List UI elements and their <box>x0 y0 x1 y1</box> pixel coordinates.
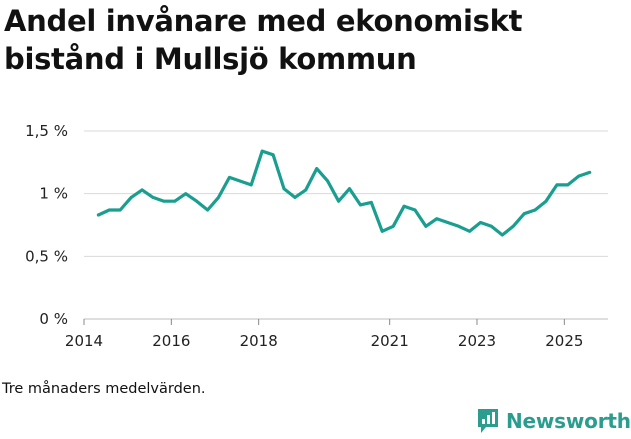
footnote: Tre månaders medelvärden. <box>2 381 206 397</box>
chart-title: Andel invånare med ekonomiskt bistånd i … <box>4 4 523 76</box>
data-point <box>566 183 570 187</box>
data-point <box>228 175 231 179</box>
data-point <box>380 229 384 233</box>
data-point <box>555 183 559 187</box>
data-point <box>129 196 133 199</box>
data-point <box>544 199 548 203</box>
data-point <box>577 174 581 178</box>
brand-name: Newsworthy <box>506 409 631 433</box>
x-tick-label: 2021 <box>371 332 409 350</box>
y-tick-label: 1 % <box>39 185 68 203</box>
data-point <box>206 208 209 212</box>
data-point <box>184 192 188 196</box>
data-point <box>348 187 351 191</box>
x-tick-label: 2018 <box>240 332 278 350</box>
x-tick-label: 2014 <box>65 332 103 350</box>
x-tick-label: 2016 <box>152 332 190 350</box>
data-point <box>424 224 428 228</box>
data-point <box>326 179 330 183</box>
axes: 0 % 0,5 % 1 % 1,5 % 2014 2016 2018 2021 2023 2025 <box>25 122 583 350</box>
y-tick-label: 0,5 % <box>25 247 68 265</box>
data-point <box>151 196 155 199</box>
series <box>96 149 592 237</box>
x-tick-label: 2023 <box>458 332 496 350</box>
data-point <box>588 170 592 174</box>
data-point <box>533 208 537 212</box>
data-point <box>238 179 242 183</box>
data-point <box>500 233 504 237</box>
data-point <box>413 208 417 212</box>
newsworthy-logo[interactable]: Newsworthy <box>476 407 631 435</box>
data-point <box>391 224 395 228</box>
data-point <box>490 224 493 228</box>
data-point <box>522 212 526 216</box>
data-point <box>118 208 122 212</box>
data-point <box>315 167 319 171</box>
data-point <box>162 199 166 203</box>
data-point <box>249 183 253 187</box>
data-point <box>446 221 450 224</box>
data-point <box>511 224 515 228</box>
data-point <box>457 224 461 228</box>
data-point <box>107 208 111 212</box>
data-point <box>468 229 471 233</box>
data-point <box>369 201 373 204</box>
data-point <box>304 188 308 192</box>
data-point <box>260 149 264 153</box>
data-point <box>97 213 100 217</box>
data-point <box>479 221 482 224</box>
data-point <box>217 196 220 199</box>
data-point <box>140 188 144 192</box>
y-tick-label: 0 % <box>39 310 68 328</box>
data-point <box>435 217 439 221</box>
data-point <box>337 199 340 203</box>
data-point <box>402 204 406 208</box>
y-tick-label: 1,5 % <box>25 122 68 140</box>
data-point <box>282 187 286 191</box>
bar-chart-icon <box>478 409 498 433</box>
data-point <box>271 153 275 157</box>
data-point <box>293 196 297 199</box>
series-line <box>96 149 592 237</box>
data-point <box>195 199 199 203</box>
gridlines <box>84 130 608 320</box>
x-tick-label: 2025 <box>545 332 583 350</box>
data-point <box>359 203 362 207</box>
data-point <box>173 199 177 203</box>
